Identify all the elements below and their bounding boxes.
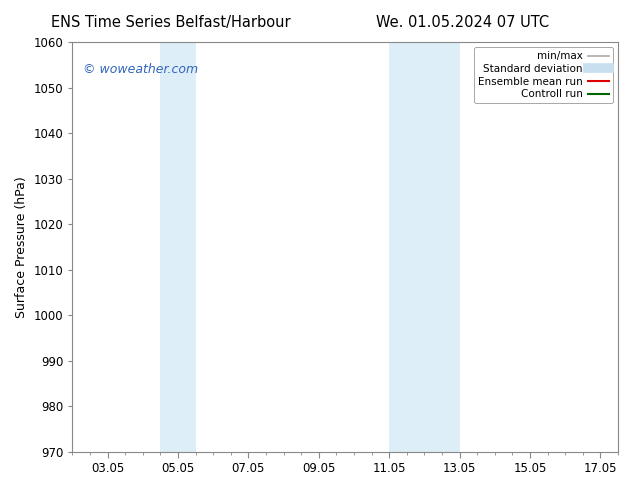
Legend: min/max, Standard deviation, Ensemble mean run, Controll run: min/max, Standard deviation, Ensemble me… [474,47,613,103]
Text: © woweather.com: © woweather.com [83,63,198,75]
Text: ENS Time Series Belfast/Harbour: ENS Time Series Belfast/Harbour [51,15,291,30]
Bar [389,42,460,452]
Bar [160,42,195,452]
Text: We. 01.05.2024 07 UTC: We. 01.05.2024 07 UTC [376,15,550,30]
Y-axis label: Surface Pressure (hPa): Surface Pressure (hPa) [15,176,28,318]
